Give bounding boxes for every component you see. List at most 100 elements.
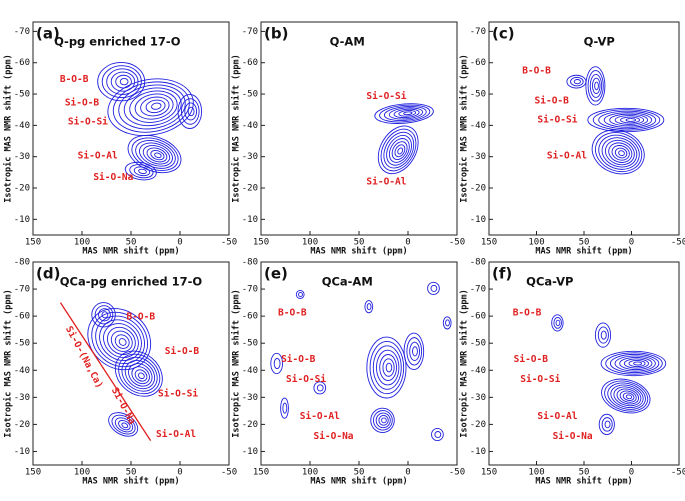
peak-annotation: Si-O-Na xyxy=(313,431,353,442)
x-tick-label: -50 xyxy=(671,468,685,478)
y-tick-label: -70 xyxy=(242,285,258,295)
x-tick-label: 100 xyxy=(528,238,544,248)
panel-title: QCa-VP xyxy=(526,275,573,289)
x-tick-label: -50 xyxy=(449,468,465,478)
contour-line xyxy=(403,111,413,116)
contour-line xyxy=(124,161,157,181)
contour-line xyxy=(603,112,653,128)
x-tick-label: -50 xyxy=(449,238,465,248)
contour-line xyxy=(380,128,417,172)
peak-annotation: Si-O-Al xyxy=(547,151,587,162)
contour-line xyxy=(598,134,640,170)
x-tick-label: 100 xyxy=(74,238,90,248)
contours xyxy=(87,302,163,437)
x-axis-label: MAS NMR shift (ppm) xyxy=(535,476,632,487)
contour-line xyxy=(298,292,303,297)
x-tick-label: 150 xyxy=(25,468,41,478)
peak-annotation: Si-O-Si xyxy=(520,374,560,385)
peak-annotation: Si-O-B xyxy=(535,95,570,106)
peak-annotation: B-O-B xyxy=(126,311,155,322)
contour-line xyxy=(91,302,116,328)
x-tick-label: 50 xyxy=(354,468,365,478)
contour-line xyxy=(134,93,174,120)
contour-line xyxy=(403,332,425,371)
peak-annotation: Si-O-B xyxy=(281,354,316,365)
y-tick-label: -40 xyxy=(242,366,258,376)
panel-title: QCa-pg enriched 17-O xyxy=(60,275,203,289)
x-tick-label: 150 xyxy=(253,238,269,248)
contour-line xyxy=(184,102,198,121)
panel-label: (c) xyxy=(492,25,515,43)
peak-annotation: Si-O-Si xyxy=(537,114,577,125)
contour-line xyxy=(385,362,393,373)
contour-line xyxy=(364,300,374,314)
panel-label: (b) xyxy=(264,25,288,43)
contour-line xyxy=(589,73,603,98)
y-tick-label: -80 xyxy=(470,258,486,268)
y-tick-label: -10 xyxy=(470,447,486,457)
y-tick-label: -20 xyxy=(470,184,486,194)
contour-line xyxy=(138,142,173,167)
x-axis-label: MAS NMR shift (ppm) xyxy=(82,246,179,257)
contour-line xyxy=(118,338,127,346)
contour-line xyxy=(609,113,649,127)
y-tick-label: -20 xyxy=(14,184,30,194)
y-axis-label: Isotropic MAS NMR shift (ppm) xyxy=(231,54,242,202)
y-tick-label: -70 xyxy=(470,27,486,37)
contour-line xyxy=(607,382,646,410)
x-tick-label: -50 xyxy=(221,468,237,478)
x-tick-label: 0 xyxy=(405,238,410,248)
contour-line xyxy=(112,81,190,133)
contour-line xyxy=(592,109,661,131)
peak-annotation: Si-O-Si xyxy=(68,117,108,128)
y-tick-label: -60 xyxy=(14,312,30,322)
contour-line xyxy=(391,141,408,161)
contour-line xyxy=(622,392,635,401)
contour-line xyxy=(138,168,147,175)
contour-line xyxy=(614,355,656,372)
contour-line xyxy=(106,68,139,95)
y-tick-label: -80 xyxy=(242,258,258,268)
contour-line xyxy=(604,139,635,166)
y-tick-label: -80 xyxy=(14,258,30,268)
x-tick-label: 0 xyxy=(405,468,410,478)
peak-annotation: Si-O-B xyxy=(514,354,549,365)
contour-line xyxy=(177,93,203,129)
y-tick-label: -30 xyxy=(470,152,486,162)
contour-line xyxy=(381,417,387,424)
x-tick-label: 100 xyxy=(74,468,90,478)
panel-label: (a) xyxy=(36,25,60,43)
contour-line xyxy=(378,415,389,426)
y-tick-label: -30 xyxy=(470,393,486,403)
y-tick-label: -60 xyxy=(470,58,486,68)
peak-annotation: B-O-B xyxy=(522,65,551,76)
y-axis-label: Isotropic MAS NMR shift (ppm) xyxy=(3,54,14,202)
contour-line xyxy=(412,346,418,357)
contour-line xyxy=(611,145,630,161)
contour-line xyxy=(605,352,663,375)
contour-line xyxy=(373,410,393,431)
contour-line xyxy=(625,394,633,400)
contour-line xyxy=(601,378,651,414)
contour-line xyxy=(598,413,615,435)
panel: 150 100 50 0 -50 -10 -20 -30 -40 -50 -60 -70 MAS NMR… xyxy=(459,21,685,257)
y-tick-label: -30 xyxy=(242,152,258,162)
contour-line xyxy=(118,419,131,431)
panel-title: QCa-AM xyxy=(322,275,373,289)
x-tick-label: 50 xyxy=(126,468,137,478)
contour-line xyxy=(366,303,372,311)
panel-title: Q-pg enriched 17-O xyxy=(54,35,181,49)
y-tick-label: -70 xyxy=(14,27,30,37)
x-axis-label: MAS NMR shift (ppm) xyxy=(82,476,179,487)
x-tick-label: 0 xyxy=(629,238,634,248)
contour-line xyxy=(106,326,136,355)
contour-line xyxy=(140,96,170,117)
contour-line xyxy=(369,341,405,395)
peak-annotation: Si-O-Al xyxy=(537,411,577,422)
contour-line xyxy=(295,289,305,299)
y-tick-label: -70 xyxy=(14,285,30,295)
contour-line xyxy=(619,390,637,403)
x-tick-label: 50 xyxy=(354,238,365,248)
contour-line xyxy=(383,105,427,121)
